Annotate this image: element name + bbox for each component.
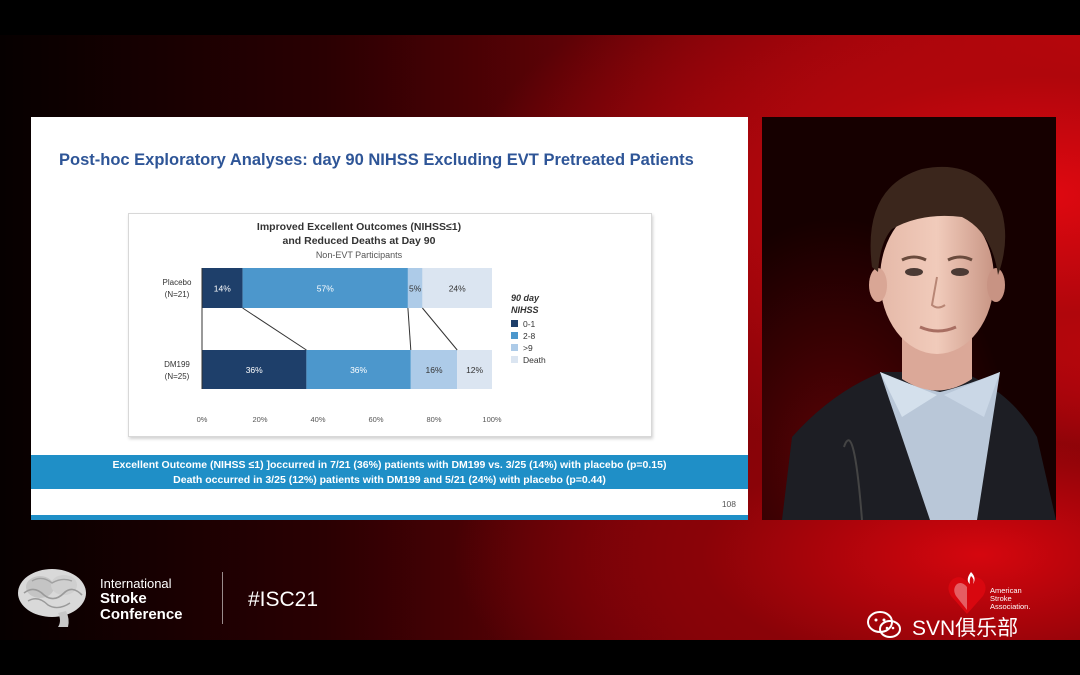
legend-swatch: [511, 344, 518, 351]
data-label: 16%: [425, 365, 442, 375]
results-line-1: Excellent Outcome (NIHSS ≤1) ]occurred i…: [112, 459, 667, 471]
chart-subtitle: Non-EVT Participants: [316, 250, 403, 260]
asa-line-2: Stroke: [990, 594, 1012, 603]
data-label: 14%: [214, 284, 231, 294]
category-label-line-1: Placebo: [163, 278, 192, 287]
legend-label: 2-8: [523, 331, 536, 341]
conference-name-line-1: International: [100, 576, 172, 591]
speaker-video: [762, 117, 1056, 520]
data-label: 36%: [350, 365, 367, 375]
legend-title-line-2: NIHSS: [511, 305, 539, 315]
slide-bottom-rule: [31, 515, 748, 520]
conference-name-line-3: Conference: [100, 606, 183, 623]
letterbox-top: [0, 0, 1080, 35]
bar-segment: [242, 268, 408, 308]
bar-segment: [306, 350, 411, 389]
legend-title-line-1: 90 day: [511, 293, 540, 303]
legend-label: >9: [523, 343, 533, 353]
data-label: 12%: [466, 365, 483, 375]
wechat-icon: [867, 611, 901, 638]
asa-line-3: Association.: [990, 602, 1031, 611]
bar-segment: [422, 268, 492, 308]
speaker-portrait: [762, 117, 1056, 520]
results-banner: Excellent Outcome (NIHSS ≤1) ]occurred i…: [31, 455, 748, 489]
data-label: 5%: [409, 284, 422, 294]
chart-title-line-2: and Reduced Deaths at Day 90: [283, 235, 436, 247]
chart-card: Improved Excellent Outcomes (NIHSS≤1) and…: [128, 213, 652, 437]
slide-title: Post-hoc Exploratory Analyses: day 90 NI…: [59, 151, 694, 169]
data-label: 36%: [246, 365, 263, 375]
legend-label: 0-1: [523, 319, 536, 329]
bar-segment: [410, 350, 458, 389]
legend-swatch: [511, 320, 518, 327]
category-label-line-1: DM199: [164, 360, 190, 369]
letterbox-bottom: [0, 640, 1080, 675]
data-label: 24%: [449, 284, 466, 294]
conference-name-line-2: Stroke: [100, 590, 147, 607]
results-line-2: Death occurred in 3/25 (12%) patients wi…: [173, 474, 606, 486]
hashtag: #ISC21: [248, 588, 319, 611]
connector-line: [407, 307, 412, 351]
asa-wordmark: American Stroke Association.: [990, 587, 1030, 611]
bar-segment: [457, 350, 492, 389]
x-tick-label: 20%: [252, 415, 267, 424]
data-label: 57%: [317, 284, 334, 294]
bar-segment: [202, 350, 307, 389]
x-tick-label: 60%: [368, 415, 383, 424]
legend-swatch: [511, 356, 518, 363]
stacked-bar-chart: Improved Excellent Outcomes (NIHSS≤1) and…: [163, 221, 546, 424]
branding-divider: [222, 572, 223, 624]
x-tick-label: 0%: [197, 415, 208, 424]
heart-torch-logo-icon: [948, 572, 986, 614]
x-tick-label: 100%: [482, 415, 502, 424]
brain-logo-icon: [18, 569, 86, 627]
x-tick-label: 40%: [310, 415, 325, 424]
connector-line: [422, 307, 458, 351]
category-label-line-2: (N=21): [165, 290, 190, 299]
chart-title-line-1: Improved Excellent Outcomes (NIHSS≤1): [257, 221, 461, 233]
connector-line: [242, 307, 307, 351]
watermark-text: SVN俱乐部: [912, 617, 1019, 640]
legend-label: Death: [523, 355, 546, 365]
legend-swatch: [511, 332, 518, 339]
bar-segment: [202, 268, 243, 308]
bar-segment: [407, 268, 423, 308]
presentation-slide: Post-hoc Exploratory Analyses: day 90 NI…: [31, 117, 748, 520]
asa-line-1: American: [990, 586, 1022, 595]
category-label-line-2: (N=25): [165, 372, 190, 381]
x-tick-label: 80%: [426, 415, 441, 424]
page-number: 108: [721, 499, 736, 509]
